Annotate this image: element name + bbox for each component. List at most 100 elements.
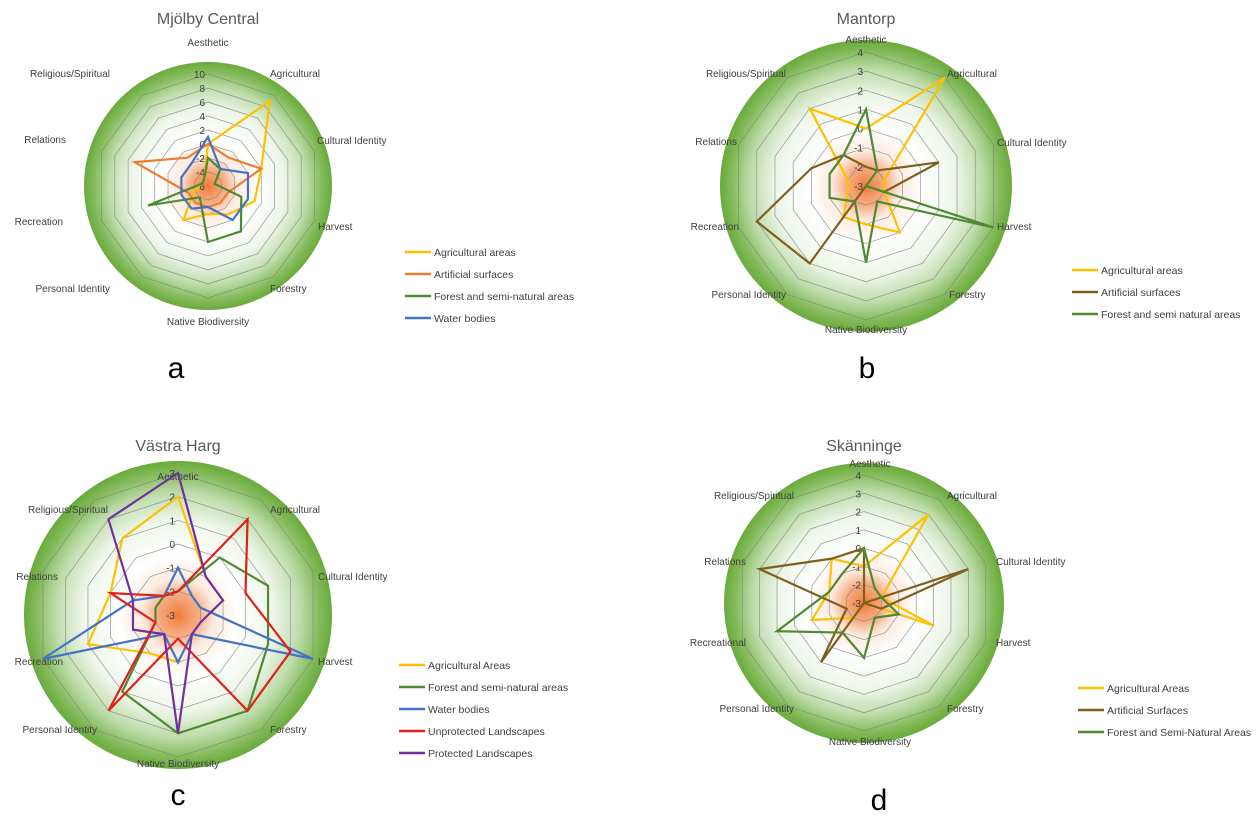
axis-label: Native Biodiversity	[167, 317, 249, 328]
axis-label: Aesthetic	[187, 38, 228, 49]
grid-ring	[127, 101, 289, 271]
chart-title: Skänninge	[826, 438, 902, 455]
grid-ring	[194, 171, 222, 201]
tick-label: -6	[196, 182, 205, 193]
axis-label: Native Biodiversity	[829, 737, 911, 748]
legend-entry: Agricultural Areas	[428, 660, 510, 672]
legend-entry: Water bodies	[434, 313, 495, 325]
series-line	[755, 153, 940, 266]
chart-title: Mjölby Central	[157, 11, 259, 28]
legend-entry: Unprotected Landscapes	[428, 726, 545, 738]
axis-label: Harvest	[997, 222, 1032, 233]
grid-ring	[759, 492, 969, 714]
legend-entry: Artificial surfaces	[1101, 287, 1180, 299]
legend-entry: Water bodies	[428, 704, 489, 716]
axis-label: Relations	[704, 557, 746, 568]
legend-entry: Agricultural areas	[1101, 265, 1183, 277]
axis-label: Forestry	[270, 284, 307, 295]
tick-label: 4	[855, 471, 861, 482]
radar-background-a	[84, 62, 332, 310]
legend-entry: Forest and semi-natural areas	[434, 291, 574, 303]
axis-label: Cultural Identity	[997, 138, 1066, 149]
axis-label: Harvest	[996, 638, 1031, 649]
series-line	[807, 76, 946, 235]
grid-ring	[756, 70, 976, 302]
tick-label: 2	[199, 126, 205, 137]
axis-label: Recreation	[691, 222, 739, 233]
series-line	[106, 516, 292, 713]
grid-ring	[811, 128, 921, 244]
tick-label: -2	[852, 581, 861, 592]
axis-label: Forestry	[949, 290, 986, 301]
grid-ring	[42, 472, 314, 758]
series-line	[147, 155, 243, 244]
legend-entry: Artificial Surfaces	[1107, 705, 1188, 717]
axis-label: Personal Identity	[720, 704, 795, 715]
radar-background-c	[24, 461, 332, 769]
grid-ring	[141, 115, 275, 257]
axis-label: Religious/Spiritual	[706, 69, 786, 80]
chart-title: Mantorp	[837, 11, 896, 28]
axis-label: Forestry	[270, 725, 307, 736]
series-line	[107, 471, 225, 734]
grid-ring	[741, 474, 987, 732]
axis-label: Relations	[695, 137, 737, 148]
axis-label: Aesthetic	[157, 472, 198, 483]
grid-ring	[167, 143, 249, 229]
tick-label: 1	[855, 526, 861, 537]
axis-label: Harvest	[318, 222, 353, 233]
radar-chart-b: Mantorp Aesthetic Agricultural Cultural Ide…	[691, 11, 1241, 385]
radar-chart-a: Mjölby Central Aesthetic Agricultural Cultu…	[15, 11, 574, 385]
tick-label: 2	[857, 86, 863, 97]
panel-label: c	[171, 779, 186, 812]
grid-ring	[776, 511, 952, 695]
axis-label: Recreation	[15, 657, 63, 668]
grid-ring	[101, 73, 315, 299]
tick-label: 3	[169, 469, 175, 480]
axis-label: Personal Identity	[36, 284, 111, 295]
tick-label: 6	[199, 98, 205, 109]
chart-title: Västra Harg	[135, 438, 220, 455]
tick-label: 4	[199, 112, 205, 123]
grid-ring	[738, 51, 994, 321]
tick-label: 2	[169, 493, 175, 504]
tick-label: 1	[169, 516, 175, 527]
tick-label: -3	[166, 611, 175, 622]
tick-label: -3	[854, 182, 863, 193]
axis-label: Religious/Spiritual	[714, 491, 794, 502]
axis-label: Agricultural	[947, 69, 997, 80]
tick-label: -2	[854, 163, 863, 174]
axis-label: Native Biodiversity	[825, 325, 907, 336]
tick-label: 8	[199, 84, 205, 95]
axis-label: Relations	[16, 572, 58, 583]
axis-label: Cultural Identity	[317, 136, 386, 147]
axis-label: Personal Identity	[23, 725, 98, 736]
radar-chart-d: Skänninge Aesthetic Agricultural Cultural I…	[690, 438, 1251, 817]
axis-label: Religious/Spiritual	[30, 69, 110, 80]
axis-label: Aesthetic	[849, 459, 890, 470]
tick-label: -2	[196, 154, 205, 165]
series-line	[828, 105, 994, 263]
tick-label: -3	[852, 599, 861, 610]
axis-label: Recreational	[690, 638, 746, 649]
tick-label: -1	[852, 562, 861, 573]
axis-label: Personal Identity	[712, 290, 787, 301]
axis-label: Cultural Identity	[318, 572, 387, 583]
grid-ring	[794, 529, 934, 677]
axis-label: Cultural Identity	[996, 557, 1065, 568]
tick-label: 2	[855, 508, 861, 519]
tick-label: -1	[166, 564, 175, 575]
tick-label: 1	[857, 105, 863, 116]
legend-entry: Forest and semi natural areas	[1101, 309, 1240, 321]
axis-label: Religious/Spiritual	[28, 505, 108, 516]
tick-label: 0	[857, 125, 863, 136]
axis-label: Recreation	[15, 217, 63, 228]
legend-entry: Forest and semi-natural areas	[428, 682, 568, 694]
tick-label: 3	[855, 489, 861, 500]
axis-label: Forestry	[947, 704, 984, 715]
series-line	[180, 134, 250, 222]
tick-label: 4	[857, 48, 863, 59]
tick-label: -4	[196, 168, 205, 179]
legend-entry: Protected Landscapes	[428, 748, 533, 760]
